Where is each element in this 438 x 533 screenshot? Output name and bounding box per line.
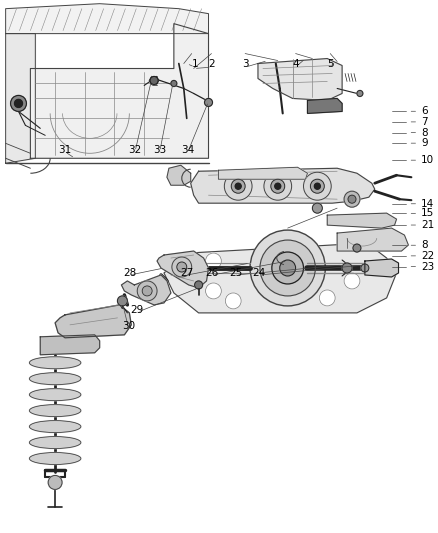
Ellipse shape xyxy=(29,437,81,449)
Ellipse shape xyxy=(29,421,81,433)
Text: 15: 15 xyxy=(421,208,434,219)
Polygon shape xyxy=(327,213,396,228)
Circle shape xyxy=(344,273,360,289)
Text: 8: 8 xyxy=(421,127,428,138)
Circle shape xyxy=(312,203,322,213)
Circle shape xyxy=(205,99,212,107)
Circle shape xyxy=(264,172,292,200)
Polygon shape xyxy=(337,228,408,251)
Text: 2: 2 xyxy=(208,60,215,69)
Polygon shape xyxy=(30,23,208,158)
Circle shape xyxy=(231,179,245,193)
Text: 22: 22 xyxy=(421,251,434,261)
Circle shape xyxy=(11,95,26,111)
Circle shape xyxy=(48,475,62,489)
Circle shape xyxy=(275,183,281,189)
Ellipse shape xyxy=(29,357,81,369)
Ellipse shape xyxy=(29,405,81,417)
Text: 30: 30 xyxy=(122,321,135,331)
Circle shape xyxy=(348,195,356,203)
Text: 34: 34 xyxy=(181,144,194,155)
Polygon shape xyxy=(365,259,399,277)
Circle shape xyxy=(177,262,187,272)
Text: 32: 32 xyxy=(128,144,141,155)
Polygon shape xyxy=(121,275,171,305)
Text: 1: 1 xyxy=(191,60,198,69)
Circle shape xyxy=(224,172,252,200)
Circle shape xyxy=(342,263,352,273)
Circle shape xyxy=(314,183,320,189)
Circle shape xyxy=(280,260,296,276)
Circle shape xyxy=(271,179,285,193)
Circle shape xyxy=(260,240,315,296)
Text: 14: 14 xyxy=(421,199,434,209)
Text: 3: 3 xyxy=(242,60,248,69)
Circle shape xyxy=(171,80,177,86)
Text: 10: 10 xyxy=(421,155,434,165)
Text: 6: 6 xyxy=(421,106,428,116)
Circle shape xyxy=(311,179,324,193)
Circle shape xyxy=(353,244,361,252)
Circle shape xyxy=(142,286,152,296)
Polygon shape xyxy=(6,34,35,163)
Text: 4: 4 xyxy=(292,60,299,69)
Ellipse shape xyxy=(29,453,81,464)
Circle shape xyxy=(14,100,22,108)
Text: 26: 26 xyxy=(205,268,219,278)
Polygon shape xyxy=(40,335,100,355)
Text: 28: 28 xyxy=(123,268,137,278)
Ellipse shape xyxy=(29,373,81,385)
Text: 21: 21 xyxy=(421,220,434,230)
Circle shape xyxy=(205,253,221,269)
Text: 24: 24 xyxy=(252,268,266,278)
Circle shape xyxy=(272,252,304,284)
Text: 9: 9 xyxy=(421,138,428,148)
Circle shape xyxy=(304,172,331,200)
Circle shape xyxy=(357,91,363,96)
Circle shape xyxy=(319,290,335,306)
Text: 7: 7 xyxy=(421,117,428,127)
Text: 27: 27 xyxy=(180,268,194,278)
Polygon shape xyxy=(55,305,131,338)
Polygon shape xyxy=(307,99,342,114)
Polygon shape xyxy=(164,243,396,313)
Text: 8: 8 xyxy=(421,240,428,250)
Circle shape xyxy=(117,296,127,306)
Polygon shape xyxy=(6,4,208,34)
Circle shape xyxy=(235,183,241,189)
Circle shape xyxy=(172,257,192,277)
Circle shape xyxy=(150,77,158,84)
Ellipse shape xyxy=(29,389,81,401)
Text: 33: 33 xyxy=(153,144,166,155)
Polygon shape xyxy=(157,251,208,288)
Polygon shape xyxy=(258,59,342,100)
Circle shape xyxy=(205,283,221,299)
Circle shape xyxy=(225,293,241,309)
Circle shape xyxy=(194,281,202,289)
Circle shape xyxy=(361,264,369,272)
Text: 25: 25 xyxy=(230,268,243,278)
Circle shape xyxy=(344,191,360,207)
Text: 23: 23 xyxy=(421,262,434,271)
Text: 29: 29 xyxy=(131,305,144,315)
Text: 31: 31 xyxy=(58,144,71,155)
Circle shape xyxy=(137,281,157,301)
Circle shape xyxy=(250,230,325,306)
Text: 5: 5 xyxy=(327,60,333,69)
Polygon shape xyxy=(167,165,191,185)
Polygon shape xyxy=(191,168,375,203)
Polygon shape xyxy=(219,167,307,179)
